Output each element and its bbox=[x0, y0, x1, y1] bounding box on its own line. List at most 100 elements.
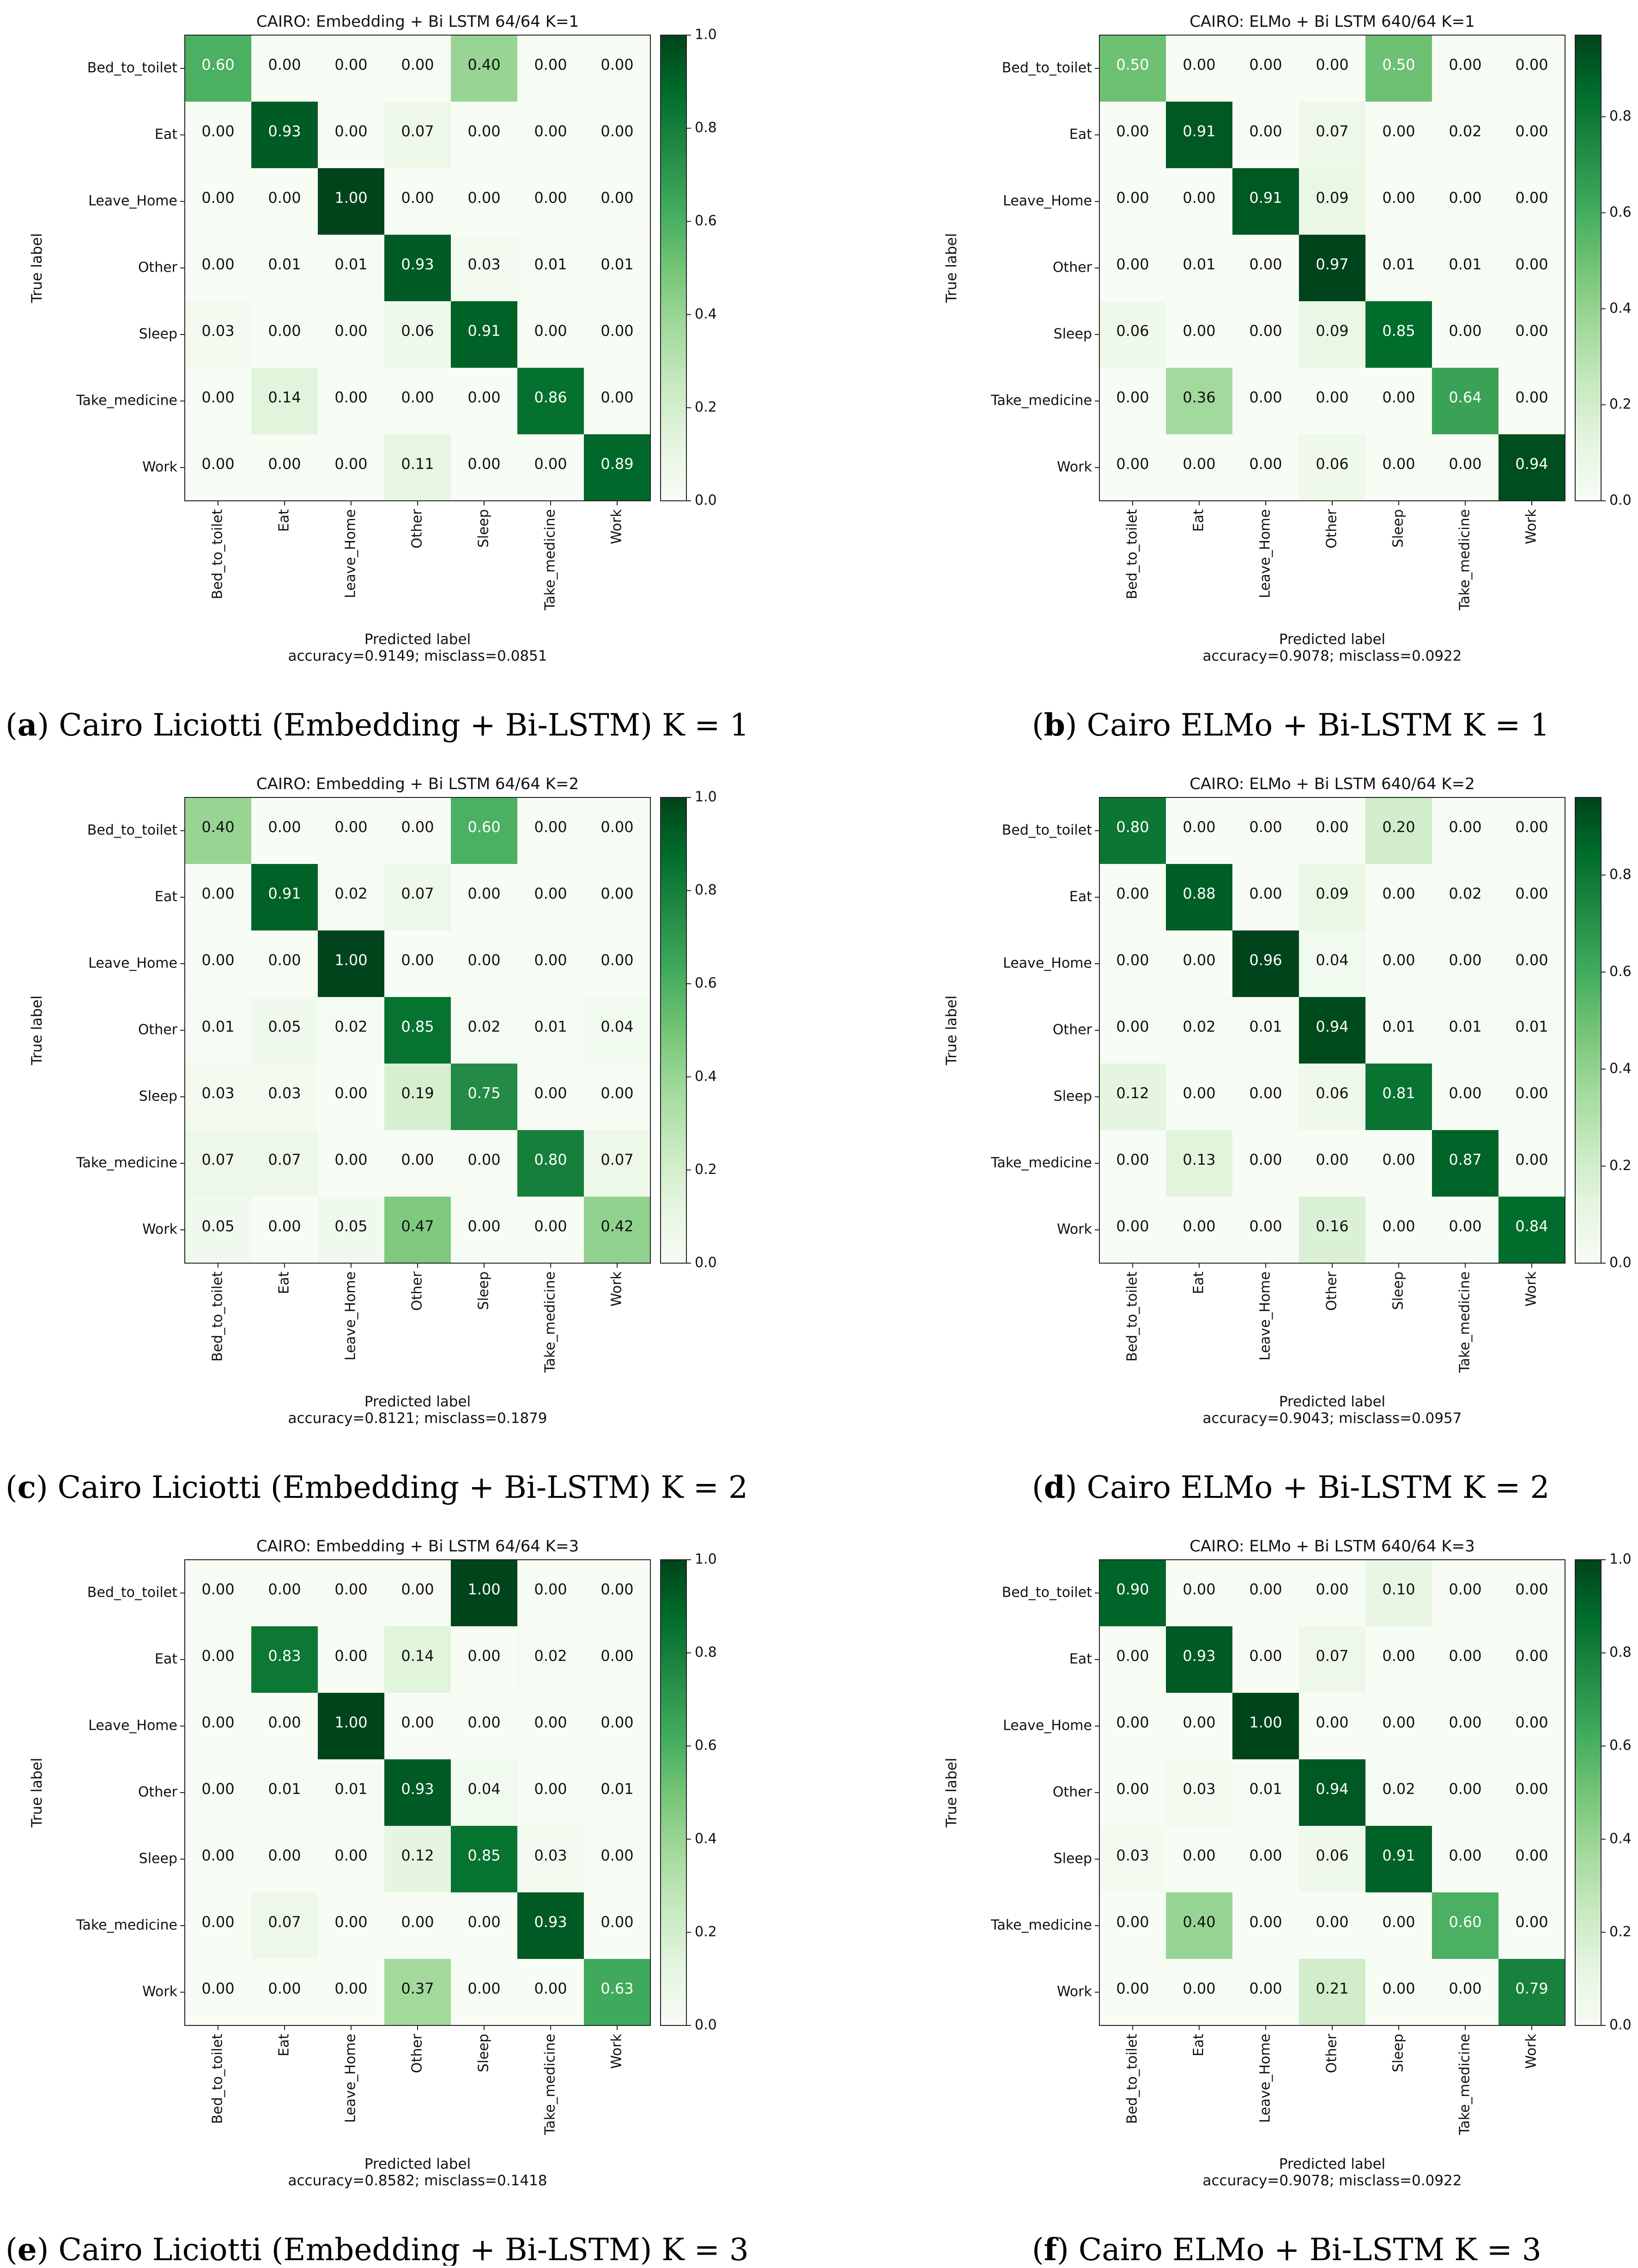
matrix-cell bbox=[185, 797, 251, 864]
cell-value-label: 0.00 bbox=[201, 1780, 234, 1798]
cell-value-label: 0.01 bbox=[1382, 255, 1415, 273]
matrix-cell bbox=[517, 35, 584, 102]
cell-value-label: 0.00 bbox=[1249, 455, 1282, 473]
matrix-cell bbox=[1498, 1693, 1565, 1759]
cell-value-label: 0.86 bbox=[534, 389, 567, 406]
y-tick-label: Work bbox=[1057, 1222, 1092, 1238]
y-tick-label: Leave_Home bbox=[88, 955, 177, 972]
x-tick-label: Bed_to_toilet bbox=[210, 509, 226, 599]
matrix-cell bbox=[1166, 1064, 1232, 1130]
cell-value-label: 0.36 bbox=[1183, 389, 1215, 406]
matrix-cell bbox=[517, 1130, 584, 1197]
matrix-cell bbox=[251, 368, 318, 434]
matrix-cell bbox=[584, 1693, 650, 1759]
cell-value-label: 0.00 bbox=[601, 56, 633, 73]
matrix-cell bbox=[1099, 1759, 1166, 1826]
caption-text: Cairo Liciotti (Embedding + Bi-LSTM) K =… bbox=[48, 1470, 748, 1505]
cell-value-label: 0.07 bbox=[601, 1151, 633, 1168]
x-axis-label: Predicted label bbox=[1279, 2156, 1385, 2172]
cell-value-label: 0.00 bbox=[534, 56, 567, 73]
cell-value-label: 0.00 bbox=[401, 951, 434, 969]
cell-value-label: 0.93 bbox=[534, 1913, 567, 1931]
matrix-cell bbox=[451, 35, 517, 102]
matrix-cell bbox=[1365, 930, 1432, 997]
cell-value-label: 0.00 bbox=[1183, 818, 1215, 836]
cell-value-label: 0.00 bbox=[534, 1084, 567, 1102]
cell-value-label: 0.00 bbox=[601, 1714, 633, 1731]
matrix-cell bbox=[384, 1560, 451, 1626]
matrix-cell bbox=[1099, 1130, 1166, 1197]
subfigure-caption: (a) Cairo Liciotti (Embedding + Bi-LSTM)… bbox=[6, 707, 749, 743]
matrix-cell bbox=[1365, 1626, 1432, 1693]
cell-value-label: 0.00 bbox=[201, 389, 234, 406]
matrix-cell bbox=[1232, 368, 1299, 434]
cell-value-label: 0.94 bbox=[1316, 1018, 1348, 1035]
y-axis-label: True label bbox=[943, 996, 960, 1066]
matrix-cell bbox=[251, 1693, 318, 1759]
colorbar-tick-label: 0.8 bbox=[695, 120, 717, 136]
matrix-cell bbox=[1232, 1693, 1299, 1759]
matrix-cell bbox=[251, 1197, 318, 1263]
cell-value-label: 1.00 bbox=[334, 951, 367, 969]
cell-value-label: 0.84 bbox=[1515, 1217, 1548, 1235]
y-tick-label: Take_medicine bbox=[76, 1155, 177, 1171]
matrix-cell bbox=[517, 930, 584, 997]
matrix-cell bbox=[185, 35, 251, 102]
matrix-cell bbox=[1432, 930, 1498, 997]
cell-value-label: 0.00 bbox=[1449, 1217, 1481, 1235]
x-tick-label: Work bbox=[609, 1271, 625, 1307]
x-tick-label: Sleep bbox=[1390, 2034, 1407, 2072]
cell-value-label: 0.07 bbox=[1316, 122, 1348, 140]
cell-value-label: 0.00 bbox=[534, 455, 567, 473]
matrix-cell bbox=[451, 1959, 517, 2025]
cell-value-label: 0.00 bbox=[1249, 1847, 1282, 1864]
colorbar-tick-label: 0.8 bbox=[1609, 108, 1632, 124]
x-tick-label: Eat bbox=[1191, 1271, 1207, 1294]
matrix-cell bbox=[318, 1959, 384, 2025]
colorbar-tick-label: 0.2 bbox=[1609, 1924, 1632, 1940]
matrix-cell bbox=[1365, 1130, 1432, 1197]
matrix-cell bbox=[1099, 235, 1166, 301]
matrix-cell bbox=[1498, 235, 1565, 301]
cell-value-label: 0.00 bbox=[467, 122, 500, 140]
matrix-cell bbox=[1498, 1560, 1565, 1626]
cell-value-label: 0.01 bbox=[334, 255, 367, 273]
matrix-cell bbox=[584, 1560, 650, 1626]
y-tick-label: Eat bbox=[155, 127, 177, 143]
matrix-cell bbox=[584, 168, 650, 235]
cell-value-label: 0.00 bbox=[201, 255, 234, 273]
cell-value-label: 0.00 bbox=[601, 1581, 633, 1598]
cell-value-label: 0.00 bbox=[534, 1581, 567, 1598]
cell-value-label: 0.00 bbox=[467, 1714, 500, 1731]
matrix-cell bbox=[318, 1892, 384, 1959]
cell-value-label: 0.00 bbox=[1382, 885, 1415, 902]
cell-value-label: 0.00 bbox=[1382, 1151, 1415, 1168]
caption-close-paren: ) bbox=[36, 1470, 48, 1505]
matrix-cell bbox=[1365, 368, 1432, 434]
matrix-cell bbox=[1099, 168, 1166, 235]
matrix-cell bbox=[1299, 1892, 1365, 1959]
matrix-cell bbox=[1432, 797, 1498, 864]
chart-title: CAIRO: ELMo + Bi LSTM 640/64 K=2 bbox=[1189, 775, 1475, 793]
colorbar-tick-label: 0.6 bbox=[1609, 964, 1632, 980]
cell-value-label: 0.01 bbox=[1449, 255, 1481, 273]
cell-value-label: 0.00 bbox=[1449, 1084, 1481, 1102]
cell-value-label: 0.00 bbox=[1116, 1018, 1149, 1035]
cell-value-label: 0.00 bbox=[467, 885, 500, 902]
cell-value-label: 0.89 bbox=[601, 455, 633, 473]
matrix-cell bbox=[517, 1197, 584, 1263]
matrix-cell bbox=[384, 168, 451, 235]
colorbar-tick-label: 0.4 bbox=[695, 1068, 717, 1084]
y-tick-label: Leave_Home bbox=[1003, 955, 1092, 972]
matrix-cell bbox=[1232, 301, 1299, 368]
matrix-cell bbox=[384, 1759, 451, 1826]
x-tick-label: Take_medicine bbox=[1457, 2034, 1473, 2135]
cell-value-label: 0.63 bbox=[601, 1980, 633, 1997]
matrix-cell bbox=[384, 434, 451, 501]
colorbar-tick-label: 0.2 bbox=[1609, 1158, 1632, 1174]
cell-value-label: 0.00 bbox=[1183, 322, 1215, 340]
matrix-cell bbox=[251, 1759, 318, 1826]
matrix-cell bbox=[1498, 864, 1565, 930]
x-tick-label: Other bbox=[409, 509, 425, 548]
cell-value-label: 0.00 bbox=[1515, 1647, 1548, 1665]
